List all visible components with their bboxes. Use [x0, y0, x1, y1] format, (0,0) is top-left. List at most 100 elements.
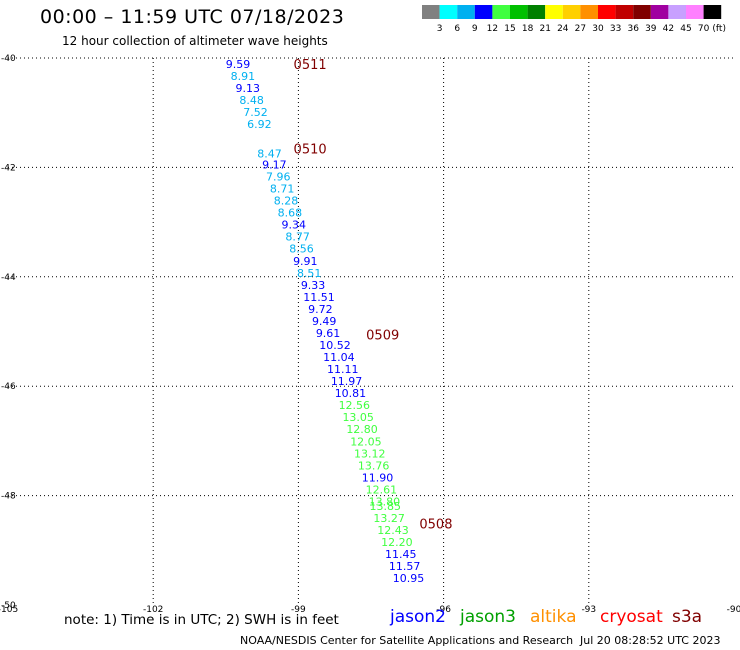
- wave-height-value: 9.72: [308, 303, 333, 316]
- legend-tick-label: 39: [645, 24, 657, 34]
- satellite-label-altika: altika: [530, 607, 577, 627]
- wave-height-value: 8.91: [231, 70, 256, 83]
- legend-swatch: [457, 5, 475, 19]
- wave-height-value: 10.81: [335, 387, 367, 400]
- lon-tick-label: -90: [727, 605, 740, 615]
- wave-height-value: 12.05: [350, 435, 382, 448]
- lat-tick-label: -50: [1, 601, 16, 611]
- legend-tick-label: 24: [557, 24, 569, 34]
- legend-swatch: [510, 5, 528, 19]
- satellite-label-s3a: s3a: [672, 607, 703, 627]
- pass-time-label: 0510: [294, 143, 327, 158]
- wave-height-value: 10.95: [393, 572, 425, 585]
- wave-height-value: 13.76: [358, 459, 390, 472]
- legend-swatch: [545, 5, 563, 19]
- satellite-label-cryosat: cryosat: [600, 607, 663, 627]
- wave-height-value: 10.52: [319, 339, 351, 352]
- legend-tick-label: 3: [437, 24, 443, 34]
- legend-swatch: [650, 5, 669, 19]
- wave-height-value: 6.92: [247, 118, 272, 131]
- satellite-label-jason3: jason3: [460, 607, 516, 627]
- wave-height-value: 11.04: [323, 351, 355, 364]
- lon-tick-label: -93: [581, 605, 596, 615]
- color-legend: 3 6 9 12 15 18 21 24 27 30 33 36 39 42 45 70 (ft): [422, 5, 726, 34]
- wave-height-value: 9.33: [301, 279, 326, 292]
- page-subtitle: 12 hour collection of altimeter wave hei…: [62, 34, 328, 48]
- legend-swatch: [474, 5, 493, 19]
- wave-height-value: 12.43: [377, 524, 409, 537]
- credit-line: NOAA/NESDIS Center for Satellite Applica…: [240, 634, 574, 647]
- wave-height-value: 12.61: [366, 483, 398, 496]
- wave-height-value: 11.57: [389, 560, 421, 573]
- wave-height-value: 8.47: [257, 148, 282, 161]
- legend-swatch: [439, 5, 458, 19]
- lat-tick-label: -46: [1, 382, 16, 392]
- wave-height-value: 11.45: [385, 548, 417, 561]
- legend-tick-label: 27: [575, 24, 586, 34]
- wave-height-value: 8.71: [270, 183, 295, 196]
- lon-tick-label: -96: [436, 605, 451, 615]
- wave-height-value: 13.05: [342, 411, 374, 424]
- wave-height-value: 13.80: [369, 495, 401, 508]
- lat-tick-label: -48: [1, 492, 16, 502]
- wave-height-value: 9.34: [281, 219, 306, 232]
- legend-swatch: [703, 5, 722, 19]
- wave-height-value: 8.28: [274, 195, 299, 208]
- legend-swatch: [615, 5, 634, 19]
- wave-height-value: 8.51: [297, 267, 322, 280]
- wave-height-value: 8.68: [278, 207, 303, 220]
- legend-unit: (ft): [712, 24, 726, 34]
- wave-height-value: 9.17: [262, 158, 287, 171]
- generation-timestamp: Jul 20 08:28:52 UTC 2023: [580, 634, 721, 647]
- wave-height-value: 9.61: [316, 327, 341, 340]
- legend-tick-label: 30: [592, 24, 604, 34]
- legend-swatch: [492, 5, 510, 19]
- legend-swatch: [580, 5, 598, 19]
- wave-height-value: 9.49: [312, 315, 337, 328]
- lat-tick-label: -40: [1, 54, 16, 64]
- legend-tick-label: 45: [680, 24, 691, 34]
- legend-swatch: [598, 5, 616, 19]
- wave-height-value: 11.97: [331, 375, 363, 388]
- wave-height-value: 9.13: [235, 82, 259, 95]
- pass-time-label: 0508: [419, 517, 452, 532]
- legend-tick-label: 21: [539, 24, 550, 34]
- wave-height-value: 8.56: [289, 243, 314, 256]
- legend-tick-label: 70: [698, 24, 710, 34]
- legend-tick-label: 12: [487, 24, 498, 34]
- wave-height-value: 12.80: [346, 423, 378, 436]
- legend-tick-label: 33: [610, 24, 621, 34]
- legend-swatch: [668, 5, 686, 19]
- pass-time-label: 0511: [294, 58, 327, 73]
- legend-tick-label: 15: [504, 24, 515, 34]
- wave-height-value: 11.51: [303, 291, 335, 304]
- legend-tick-label: 6: [454, 24, 460, 34]
- wave-height-value: 11.90: [362, 471, 394, 484]
- wave-height-value: 13.27: [373, 512, 405, 525]
- legend-swatch: [686, 5, 704, 19]
- wave-height-value: 11.11: [327, 363, 359, 376]
- wave-height-value: 9.91: [293, 255, 318, 268]
- legend-swatch: [527, 5, 546, 19]
- lat-tick-label: -42: [1, 163, 16, 173]
- page-title: 00:00 – 11:59 UTC 07/18/2023: [40, 6, 345, 28]
- wave-height-value: 8.77: [285, 231, 310, 244]
- wave-height-value: 7.52: [243, 106, 268, 119]
- legend-swatch: [422, 5, 440, 19]
- lat-tick-label: -44: [1, 273, 16, 283]
- legend-tick-label: 18: [522, 24, 534, 34]
- pass-time-label: 0509: [366, 329, 399, 344]
- wave-height-value: 13.12: [354, 447, 386, 460]
- legend-swatch: [633, 5, 651, 19]
- wave-height-value: 8.48: [239, 94, 263, 107]
- legend-tick-label: 36: [627, 24, 639, 34]
- legend-tick-label: 42: [663, 24, 674, 34]
- lon-tick-label: -105: [0, 605, 18, 615]
- wave-height-value: 9.59: [226, 58, 251, 71]
- lon-tick-label: -102: [143, 605, 163, 615]
- satellite-label-jason2: jason2: [390, 607, 446, 627]
- wave-height-value: 12.56: [339, 399, 371, 412]
- wave-height-value: 13.85: [370, 500, 402, 513]
